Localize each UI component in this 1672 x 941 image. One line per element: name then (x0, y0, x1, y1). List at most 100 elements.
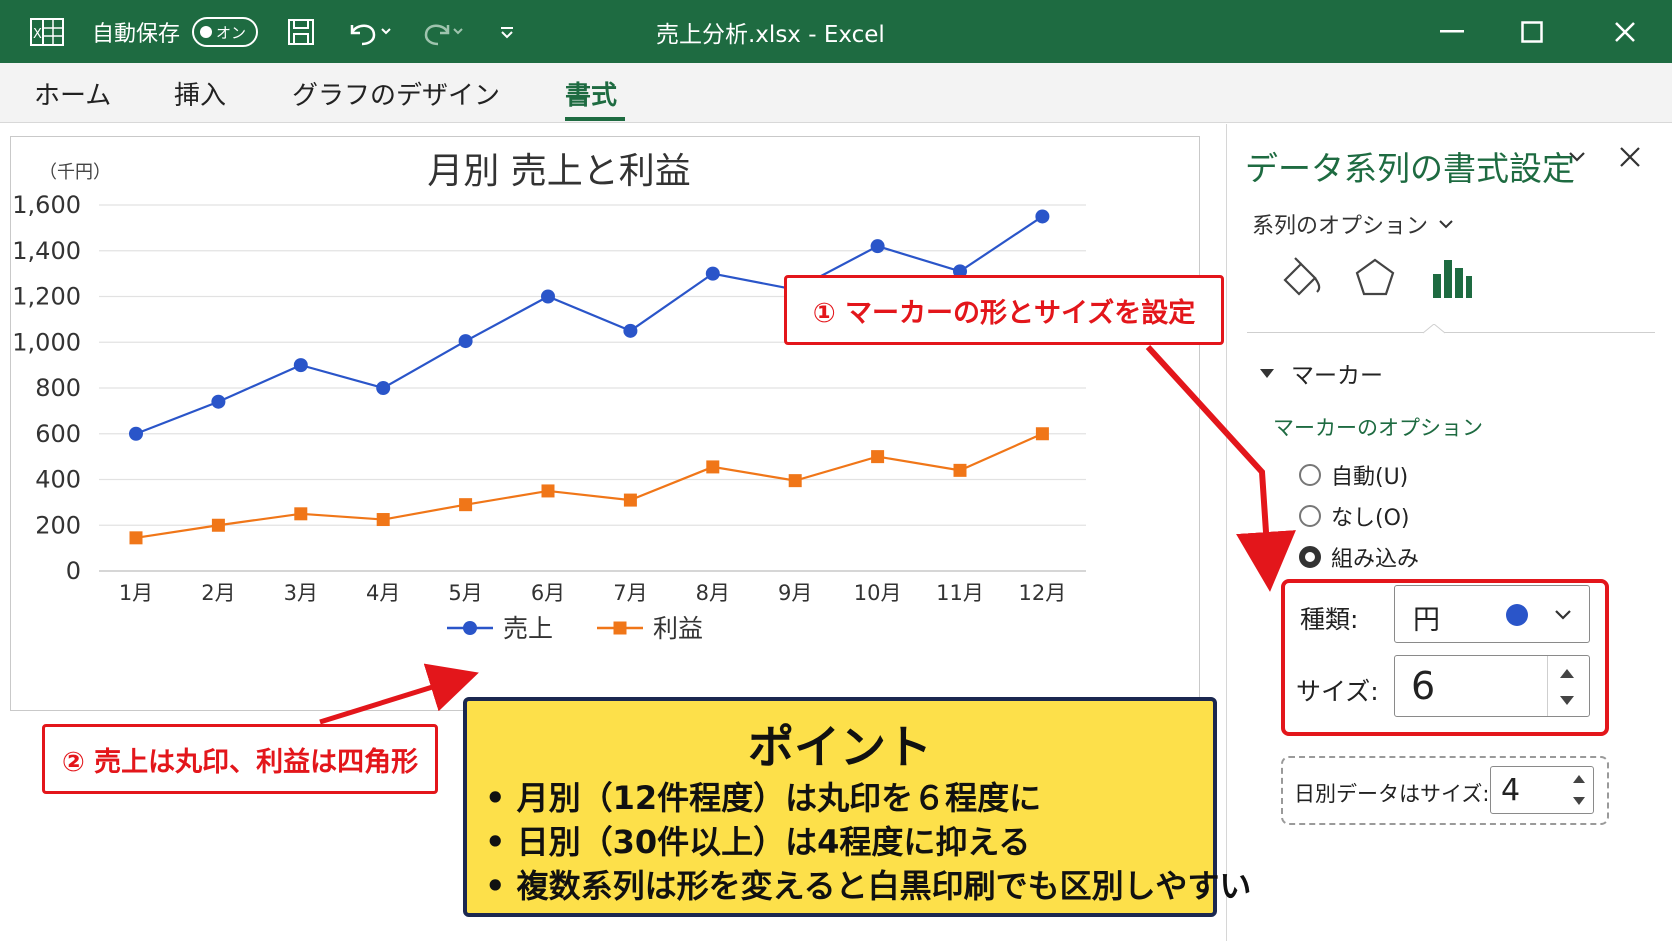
stepper-divider (1547, 656, 1548, 716)
data-point-circle (870, 239, 885, 254)
marker-section-header[interactable]: マーカー (1259, 356, 1383, 390)
radio-builtin-circle[interactable] (1299, 546, 1321, 568)
data-point-square (129, 531, 143, 545)
data-point-square (953, 463, 967, 477)
x-tick-label: 11月 (936, 581, 984, 605)
increment-arrow-icon[interactable] (1557, 666, 1577, 680)
fill-line-icon[interactable] (1277, 254, 1325, 302)
radio-builtin[interactable]: 組み込み (1299, 541, 1419, 573)
data-point-square (623, 493, 637, 507)
marker-size-label: サイズ: (1296, 677, 1379, 706)
active-tab-indicator (565, 117, 625, 121)
data-point-circle (541, 289, 555, 304)
legend-marker-square (613, 621, 627, 635)
series-options-bar-icon[interactable] (1429, 254, 1473, 300)
radio-auto-circle[interactable] (1299, 464, 1321, 486)
effects-pentagon-icon[interactable] (1353, 256, 1397, 300)
active-tab-pointer-icon (1423, 324, 1445, 334)
x-tick-label: 8月 (696, 581, 730, 605)
y-tick-label: 1,000 (12, 328, 81, 356)
data-point-circle (1035, 209, 1050, 224)
legend-label: 利益 (653, 614, 703, 643)
tab-format[interactable]: 書式 (565, 81, 618, 111)
window-title: 売上分析.xlsx - Excel (656, 21, 885, 48)
data-point-square (376, 513, 390, 527)
data-point-square (788, 474, 802, 488)
panel-close-icon[interactable] (1618, 145, 1642, 169)
data-point-square (541, 484, 555, 498)
marker-type-label: 種類: (1300, 605, 1359, 634)
y-tick-label: 0 (66, 557, 81, 585)
x-tick-label: 6月 (531, 581, 565, 605)
data-point-square (1035, 427, 1049, 441)
series-options-dropdown[interactable]: 系列のオプション (1252, 208, 1454, 240)
tab-chart-design[interactable]: グラフのデザイン (292, 81, 501, 111)
minimize-icon[interactable] (1432, 14, 1472, 50)
data-point-circle (953, 264, 967, 279)
daily-size-label: サイズ: (1420, 782, 1490, 806)
marker-type-select[interactable]: 円 (1394, 585, 1590, 643)
daily-size-value: 4 (1501, 773, 1521, 808)
data-point-circle (129, 426, 143, 441)
line-chart[interactable]: 月別 売上と利益 （千円） 1,600 1,400 1,200 1,000 800 600 40… (11, 137, 1201, 712)
point-title: ポイント (748, 720, 932, 774)
autosave-toggle[interactable]: オン (192, 17, 258, 47)
radio-builtin-label: 組み込み (1331, 547, 1420, 572)
toggle-dot-icon (200, 26, 212, 38)
y-tick-label: 600 (35, 420, 81, 448)
collapse-triangle-icon (1260, 369, 1274, 378)
point-line-1: • 月別（12件程度）は丸印を６程度に (485, 779, 1042, 817)
data-point-circle (458, 334, 473, 349)
undo-icon[interactable] (346, 0, 394, 63)
tab-home[interactable]: ホーム (34, 81, 112, 111)
excel-logo-icon: X (30, 0, 64, 63)
marker-settings-highlight (1281, 579, 1609, 736)
daily-size-note (1281, 756, 1609, 825)
callout-marker-setting: ① マーカーの形とサイズを設定 (784, 275, 1224, 345)
x-tick-label: 12月 (1019, 581, 1067, 605)
data-point-circle (211, 394, 226, 409)
maximize-icon[interactable] (1512, 14, 1552, 50)
data-point-circle (705, 266, 720, 281)
data-point-square (706, 460, 720, 474)
close-window-icon[interactable] (1605, 14, 1645, 50)
daily-size-stepper[interactable]: 4 (1490, 766, 1594, 814)
increment-arrow-icon[interactable] (1571, 773, 1587, 785)
radio-none-label: なし(O) (1331, 506, 1410, 531)
panel-divider (1247, 332, 1655, 333)
panel-options-chevron-icon[interactable] (1567, 150, 1587, 164)
marker-options-heading: マーカーのオプション (1273, 416, 1483, 440)
radio-none[interactable]: なし(O) (1299, 500, 1409, 532)
callout-shape-note: ② 売上は丸印、利益は四角形 (42, 724, 438, 794)
x-tick-label: 1月 (119, 581, 153, 605)
chevron-down-icon (1555, 610, 1571, 620)
title-bar: X 自動保存 オン 売上分析.xlsx - Excel (0, 0, 1672, 63)
radio-auto[interactable]: 自動(U) (1299, 459, 1408, 491)
autosave-state: オン (216, 23, 247, 42)
y-tick-label: 1,200 (12, 283, 81, 311)
y-tick-label: 1,600 (12, 191, 81, 219)
chart-area[interactable]: 月別 売上と利益 （千円） 1,600 1,400 1,200 1,000 800 600 40… (10, 136, 1200, 711)
svg-text:X: X (33, 27, 42, 42)
x-tick-label: 7月 (613, 581, 647, 605)
decrement-arrow-icon[interactable] (1571, 795, 1587, 807)
autosave-label: 自動保存 (92, 21, 181, 47)
save-icon[interactable] (286, 0, 316, 63)
chevron-down-icon (1439, 220, 1453, 229)
tab-insert[interactable]: 挿入 (174, 81, 227, 111)
redo-icon[interactable] (418, 0, 466, 63)
panel-title: データ系列の書式設定 (1245, 149, 1575, 188)
panel-icon-tabs (1247, 254, 1667, 324)
marker-size-value: 6 (1411, 664, 1436, 708)
point-line-2: • 日別（30件以上）は4程度に抑える (485, 823, 1031, 861)
radio-none-circle[interactable] (1299, 505, 1321, 527)
point-box: ポイント • 月別（12件程度）は丸印を６程度に • 日別（30件以上）は4程度… (463, 697, 1251, 917)
marker-type-value: 円 (1413, 605, 1440, 636)
y-unit-label: （千円） (39, 162, 111, 183)
daily-note-label: 日別データは (1294, 782, 1420, 806)
ribbon-tabs: ホーム 挿入 グラフのデザイン 書式 (0, 63, 1672, 123)
decrement-arrow-icon[interactable] (1557, 694, 1577, 708)
customize-toolbar-icon[interactable] (497, 0, 517, 63)
y-tick-label: 200 (35, 511, 81, 539)
marker-size-stepper[interactable]: 6 (1394, 655, 1590, 717)
